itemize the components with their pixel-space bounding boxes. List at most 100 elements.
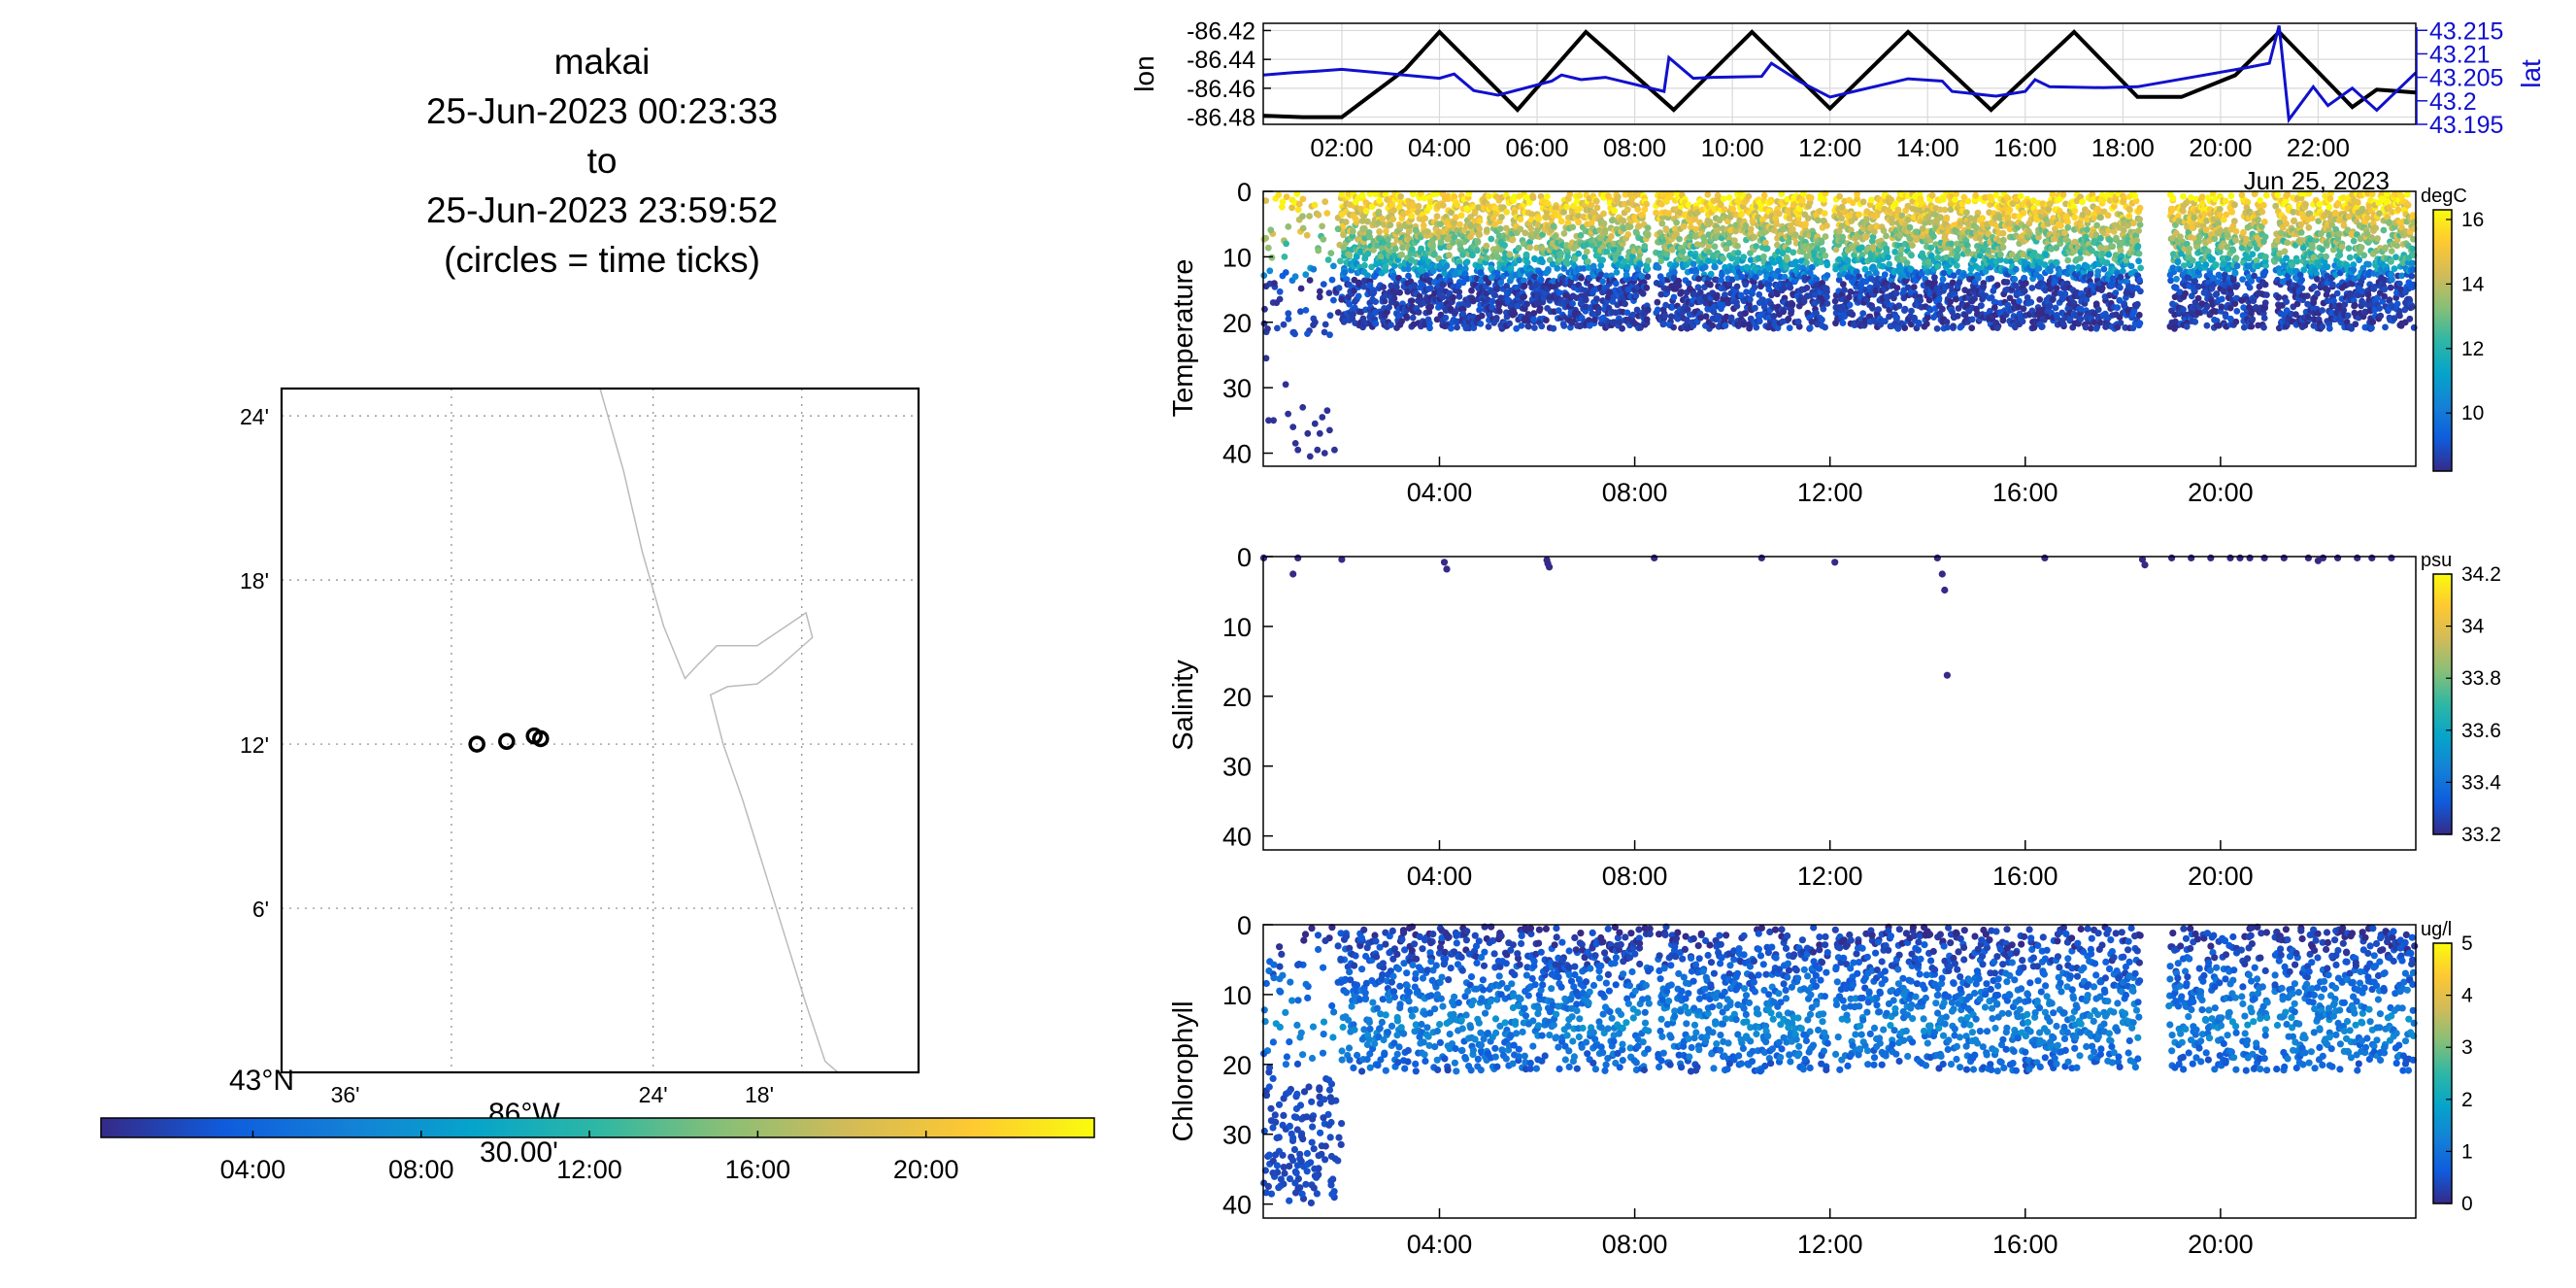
temperature-point — [1593, 295, 1600, 303]
temperature-point — [2006, 225, 2014, 233]
temperature-point — [1643, 316, 1651, 323]
temperature-point — [1599, 256, 1606, 264]
temperature-point — [1592, 197, 1600, 205]
temperature-point — [1949, 279, 1957, 287]
temperature-point — [1451, 233, 1458, 241]
temperature-point — [1799, 264, 1807, 271]
track-x-tick-label: 06:00 — [1506, 133, 1569, 162]
temperature-point — [1376, 197, 1383, 204]
temperature-point — [1695, 275, 1702, 283]
temperature-point — [2135, 311, 2143, 319]
temperature-point — [2098, 287, 2105, 293]
temperature-point — [2109, 243, 2117, 251]
temperature-point — [1720, 301, 1726, 309]
temperature-point — [1538, 322, 1546, 330]
temperature-point — [1442, 314, 1450, 322]
temperature-point — [1543, 214, 1550, 221]
temperature-point — [1484, 226, 1490, 233]
temperature-point — [1446, 252, 1453, 259]
temperature-point — [1742, 310, 1749, 317]
temperature-point — [1662, 301, 1669, 309]
temperature-point — [1800, 298, 1808, 305]
temperature-point — [1641, 206, 1649, 214]
temperature-point — [1521, 277, 1527, 285]
time-colorbar-gradient — [100, 1117, 1095, 1138]
temperature-point — [1967, 265, 1975, 273]
temperature-point — [1898, 212, 1906, 220]
temperature-point — [2016, 297, 2023, 305]
temperature-point — [1886, 260, 1893, 268]
temperature-point — [1372, 190, 1379, 197]
temperature-point — [1539, 258, 1546, 266]
map-time-tick-circle — [468, 735, 485, 753]
temperature-point — [1759, 216, 1766, 223]
temperature-point — [2137, 264, 2144, 272]
temperature-point — [2059, 321, 2067, 328]
temperature-point — [1408, 213, 1416, 220]
temperature-point — [1917, 297, 1924, 304]
temperature-point — [1718, 277, 1724, 284]
temperature-point — [1968, 324, 1976, 332]
temperature-point — [1882, 318, 1889, 325]
temperature-point — [1560, 208, 1567, 216]
temperature-point — [1785, 315, 1792, 322]
temperature-point — [1398, 251, 1405, 258]
temperature-point — [2004, 215, 2012, 221]
temperature-point — [2020, 209, 2027, 217]
temperature-point — [1443, 262, 1451, 270]
temperature-point — [1587, 304, 1594, 311]
temperature-point — [1439, 201, 1447, 209]
temperature-point — [1933, 325, 1941, 332]
temperature-point — [1770, 313, 1778, 320]
temperature-point — [1901, 324, 1909, 331]
temperature-point — [1550, 222, 1557, 230]
temperature-point — [2110, 228, 2118, 235]
temperature-point — [1556, 255, 1563, 263]
temperature-point — [1696, 288, 1704, 296]
temperature-point — [1766, 264, 1774, 272]
temperature-point — [2003, 279, 2011, 286]
temperature-point — [1954, 313, 1961, 320]
temperature-point — [1563, 203, 1570, 211]
temperature-point — [1667, 313, 1675, 321]
temperature-point — [1589, 242, 1596, 249]
temperature-point — [1920, 254, 1927, 261]
temperature-point — [1557, 251, 1564, 257]
temperature-point — [1806, 194, 1814, 202]
temperature-point — [1502, 224, 1510, 232]
temperature-point — [2020, 305, 2027, 313]
temperature-point — [1776, 255, 1783, 263]
temperature-point — [1908, 307, 1915, 315]
temperature-point — [2119, 267, 2126, 275]
temperature-point — [1997, 256, 2004, 263]
temperature-point — [1925, 258, 1932, 265]
temperature-point — [1621, 258, 1628, 266]
temperature-point — [1468, 287, 1475, 294]
temperature-point — [1790, 249, 1797, 256]
temperature-point — [1644, 265, 1652, 273]
temperature-point — [1613, 269, 1621, 276]
map-corner-lon-sub: 30.00' — [480, 1136, 558, 1169]
temperature-point — [1802, 220, 1809, 227]
temperature-point — [1497, 279, 1505, 287]
track-left-tick-label: -86.42 — [1187, 17, 1255, 45]
temperature-point — [1364, 250, 1372, 257]
temperature-point — [1584, 258, 1591, 265]
temperature-point — [1409, 314, 1417, 322]
temperature-point — [1756, 318, 1763, 325]
temperature-point — [1557, 218, 1565, 225]
temperature-point — [1832, 246, 1840, 254]
temperature-point — [1506, 251, 1514, 258]
temperature-point — [1977, 252, 1984, 259]
temperature-point — [1909, 242, 1916, 249]
temperature-point — [1461, 265, 1469, 273]
temperature-point — [1785, 247, 1792, 254]
temperature-point — [1343, 276, 1350, 284]
temperature-point — [1803, 259, 1810, 266]
temperature-point — [1577, 231, 1585, 239]
temperature-point — [2125, 213, 2133, 220]
temperature-point — [2114, 304, 2122, 312]
temperature-point — [1772, 215, 1779, 222]
temperature-point — [1448, 209, 1455, 217]
